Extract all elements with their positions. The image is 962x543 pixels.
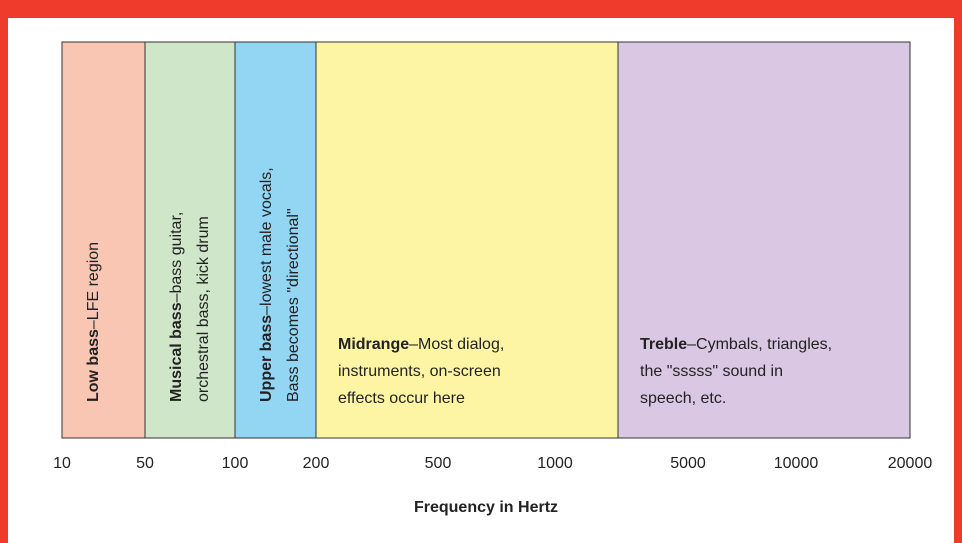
- band-text: Bass becomes "directional": [285, 208, 302, 402]
- tick-label: 20000: [888, 455, 933, 472]
- band-text: Musical bass–bass guitar,: [168, 212, 185, 402]
- band-line: Bass becomes "directional": [285, 208, 302, 402]
- band-line: the "sssss" sound in: [640, 363, 783, 380]
- tick-label: 50: [136, 455, 154, 472]
- band: [234, 41, 317, 439]
- band: [144, 41, 236, 439]
- band-text: instruments, on-screen: [338, 363, 501, 380]
- band: [617, 41, 911, 439]
- right-border: [954, 0, 962, 543]
- band-title: Midrange: [338, 336, 409, 353]
- band-text: the "sssss" sound in: [640, 363, 783, 380]
- tick-label: 1000: [537, 455, 573, 472]
- band-line: effects occur here: [338, 390, 465, 407]
- band-text: Treble–Cymbals, triangles,: [640, 336, 832, 353]
- band-title: Musical bass: [168, 302, 185, 402]
- band-line: speech, etc.: [640, 390, 726, 407]
- header-bar: [0, 0, 962, 18]
- left-border: [0, 0, 8, 543]
- band-line: –bass guitar,: [168, 212, 185, 303]
- tick-label: 10000: [774, 455, 819, 472]
- band-text: speech, etc.: [640, 390, 726, 407]
- band-title: Treble: [640, 336, 687, 353]
- band-text: effects occur here: [338, 390, 465, 407]
- band-text: orchestral bass, kick drum: [195, 216, 212, 402]
- tick-label: 500: [425, 455, 452, 472]
- band: [61, 41, 146, 439]
- band-line: instruments, on-screen: [338, 363, 501, 380]
- axis-title: Frequency in Hertz: [414, 499, 558, 516]
- band-text: Upper bass–lowest male vocals,: [258, 167, 275, 402]
- band-line: –Most dialog,: [409, 336, 504, 353]
- bands: Low bass–LFE region Musical bass–bass gui…: [61, 41, 911, 439]
- tick-label: 5000: [670, 455, 706, 472]
- tick-label: 100: [222, 455, 249, 472]
- ticks: 10 50 100 200 500 1000 5000 10000 20000: [53, 455, 932, 472]
- tick-label: 10: [53, 455, 71, 472]
- band-title: Low bass: [85, 329, 102, 402]
- band-line: –LFE region: [85, 242, 102, 329]
- band-line: orchestral bass, kick drum: [195, 216, 212, 402]
- tick-label: 200: [303, 455, 330, 472]
- band-text: Low bass–LFE region: [85, 242, 102, 402]
- band-title: Upper bass: [258, 315, 275, 402]
- band-text: Midrange–Most dialog,: [338, 336, 504, 353]
- band-line: –Cymbals, triangles,: [687, 336, 832, 353]
- band: [315, 41, 619, 439]
- band-line: –lowest male vocals,: [258, 167, 275, 315]
